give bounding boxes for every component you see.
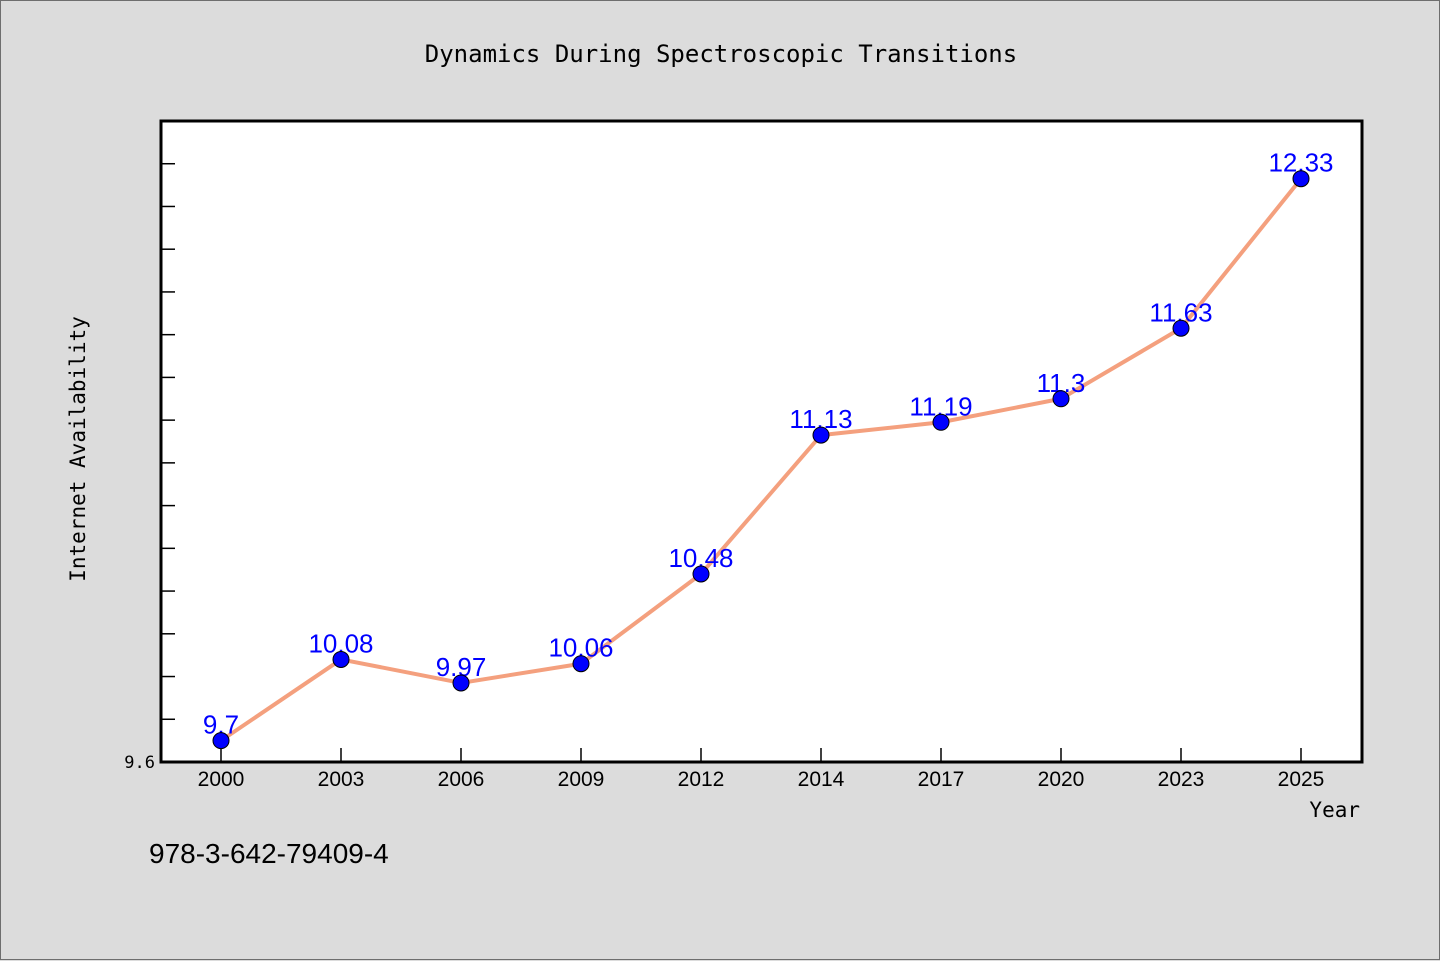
data-point — [1172, 319, 1190, 337]
x-tick-label: 2009 — [558, 768, 605, 791]
isbn-text: 978-3-642-79409-4 — [149, 838, 389, 869]
x-tick-label: 2006 — [438, 768, 485, 791]
data-point — [692, 565, 710, 583]
series-markers — [212, 170, 1310, 750]
series-line — [219, 177, 1303, 743]
chart-title: Dynamics During Spectroscopic Transition… — [425, 40, 1017, 68]
data-point — [1292, 170, 1310, 188]
series-line-group — [219, 177, 1303, 743]
data-point — [572, 655, 590, 673]
data-point — [1052, 390, 1070, 408]
x-tick-label: 2017 — [918, 768, 965, 791]
x-tick-label: 2023 — [1158, 768, 1205, 791]
plot-area — [159, 119, 1364, 764]
data-point — [812, 426, 830, 444]
data-point — [932, 413, 950, 431]
y-axis-ticks: 9.6 — [124, 120, 175, 773]
x-axis-label: Year — [1309, 798, 1360, 822]
y-tick-label: 9.6 — [124, 753, 155, 773]
data-point — [212, 732, 230, 750]
x-tick-label: 2025 — [1278, 768, 1325, 791]
x-tick-label: 2003 — [318, 768, 365, 791]
x-tick-label: 2020 — [1038, 768, 1085, 791]
x-tick-label: 2014 — [798, 768, 845, 791]
y-axis-label: Internet Availability — [66, 316, 90, 582]
data-point — [332, 650, 350, 668]
x-tick-label: 2000 — [198, 768, 245, 791]
data-point — [452, 674, 470, 692]
x-axis-ticks: 2000 2003 2006 2009 2012 2014 2017 2020 2023 2025 — [198, 748, 1325, 791]
x-tick-label: 2012 — [678, 768, 725, 791]
